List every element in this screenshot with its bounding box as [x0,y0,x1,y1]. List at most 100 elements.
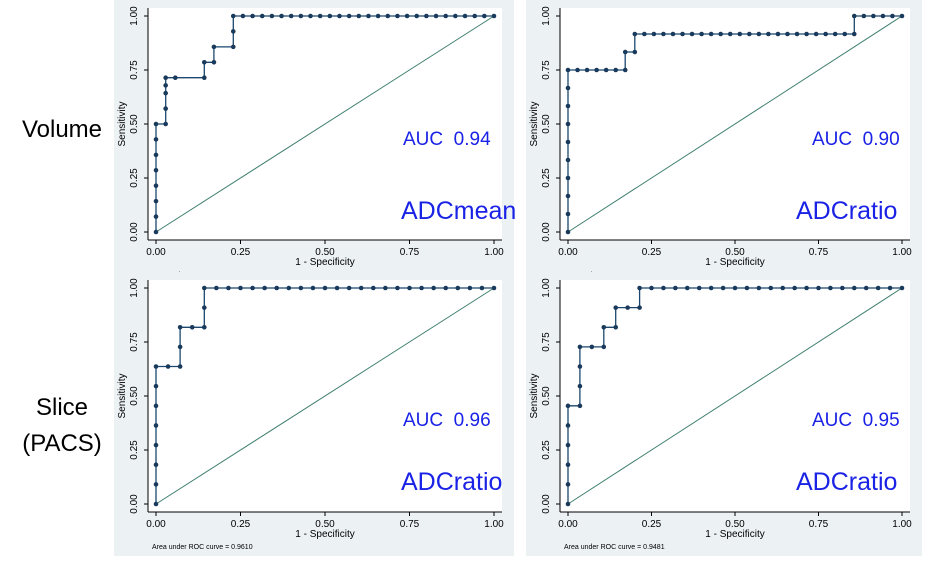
roc-point [163,75,168,81]
roc-point [832,31,838,37]
roc-point [565,175,571,181]
roc-point [744,285,750,291]
x-tick-label: 0.75 [400,519,420,530]
roc-point [851,31,857,37]
roc-point [565,157,571,163]
roc-point [153,423,159,428]
roc-point [214,285,219,291]
roc-point [565,139,571,145]
roc-point [250,285,255,291]
roc-point [577,383,583,389]
y-tick-label: 0.25 [129,440,140,460]
y-tick-label: 1.00 [129,278,140,298]
roc-point [419,285,424,291]
roc-point [163,121,168,127]
roc-curve [567,287,902,504]
x-tick-label: 0.25 [231,247,251,258]
roc-point [443,285,448,291]
x-tick-label: 0.00 [146,519,166,530]
roc-point [358,285,364,291]
roc-chart: 0.00 0.00 0.25 0.25 0.50 0.50 0.75 0.75 1.00 1.00… [117,6,504,279]
row-label-slice-line1: Slice [35,394,89,421]
reference-line [155,15,495,233]
x-tick-label: 0.50 [725,247,745,258]
roc-panel-volume-adcratio: 0.00 0.00 0.25 0.25 0.50 0.50 0.75 0.75 1.00 1.00… [526,0,922,279]
roc-point [279,13,284,19]
row-label-volume: Volume [21,116,103,143]
roc-point [433,13,439,19]
roc-point [298,285,304,291]
roc-point [732,285,738,291]
roc-point [708,285,714,291]
roc-point [699,31,704,37]
roc-point [414,13,420,19]
roc-point [395,13,400,19]
reference-line [155,287,495,505]
y-tick-label: 0.50 [129,114,140,134]
roc-point [565,229,571,235]
roc-point [240,13,246,19]
roc-point [565,121,571,127]
roc-point [153,383,159,389]
roc-point [322,285,328,291]
auc-note: Area under ROC curve = 0.9610 [152,544,253,551]
y-tick-label: 0.50 [129,386,140,406]
roc-point [346,285,352,291]
roc-point [395,285,400,291]
auc-label: AUC 0.96 [403,410,491,431]
roc-point [589,344,595,350]
roc-point [230,44,236,50]
roc-panel-slice-adcratio-1: 0.00 0.00 0.25 0.25 0.50 0.50 0.75 0.75 1.00 1.00… [114,272,514,556]
roc-point [899,285,905,291]
roc-point [177,324,183,330]
roc-point [642,31,647,37]
roc-point [153,152,159,158]
y-tick-label: 0.75 [129,332,140,352]
roc-point [603,67,609,73]
roc-point [153,403,159,409]
roc-point [172,75,178,81]
reference-line [567,15,903,233]
roc-point [288,13,294,19]
roc-point [577,403,583,409]
roc-point [163,106,168,111]
roc-point [625,305,630,310]
roc-point [871,13,876,19]
roc-point [756,31,762,37]
roc-point [887,285,893,291]
roc-point [286,285,292,291]
roc-point [601,324,607,330]
y-tick-label: 1.00 [541,278,552,298]
roc-point [613,324,619,330]
roc-point [840,285,845,291]
row-label-slice-line2: (PACS) [22,430,102,457]
auc-note: Area under ROC curve = 0.9481 [564,544,665,551]
y-tick-label: 0.75 [541,332,552,352]
roc-point [334,285,340,291]
roc-point [327,13,333,19]
roc-point [462,13,468,19]
roc-point [202,324,207,330]
roc-panel-volume-adcmean: 0.00 0.00 0.25 0.25 0.50 0.50 0.75 0.75 1.00 1.00… [114,0,514,279]
roc-point [153,482,159,487]
roc-point [613,305,619,310]
roc-point [211,44,217,50]
y-tick-label: 0.25 [541,440,552,460]
roc-point [851,13,857,19]
roc-point [766,31,771,37]
roc-point [404,13,410,19]
roc-point [875,285,881,291]
reference-line [567,287,903,505]
roc-point [708,31,714,37]
roc-point [230,13,236,19]
method-label: ADCratio [401,468,503,496]
roc-point [565,501,571,507]
x-tick-label: 0.50 [315,519,335,530]
roc-point [577,344,583,350]
roc-point [202,305,207,310]
roc-point [780,285,786,291]
roc-point [238,285,243,291]
roc-point [356,13,362,19]
roc-point [467,285,473,291]
roc-point [153,183,159,189]
